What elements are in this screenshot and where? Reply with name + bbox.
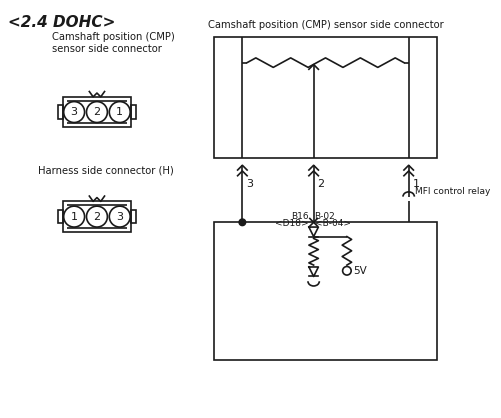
Circle shape bbox=[87, 102, 107, 122]
Text: 2: 2 bbox=[318, 178, 325, 189]
Circle shape bbox=[239, 219, 245, 226]
Text: 2: 2 bbox=[93, 212, 101, 222]
Bar bbox=[58, 105, 63, 119]
Text: Harness side connector (H): Harness side connector (H) bbox=[38, 165, 174, 175]
Circle shape bbox=[64, 102, 85, 122]
Bar bbox=[131, 105, 136, 119]
Bar bbox=[63, 201, 131, 232]
Bar bbox=[214, 37, 437, 158]
Circle shape bbox=[109, 102, 130, 122]
Text: MFI control relay: MFI control relay bbox=[415, 187, 490, 196]
Text: 5V: 5V bbox=[354, 266, 367, 276]
Bar bbox=[131, 210, 136, 223]
Text: B16: B16 bbox=[291, 212, 309, 222]
Text: 3: 3 bbox=[246, 178, 253, 189]
Circle shape bbox=[64, 206, 85, 227]
Text: <2.4 DOHC>: <2.4 DOHC> bbox=[8, 15, 115, 30]
Text: <B-04>: <B-04> bbox=[315, 219, 351, 228]
Text: 1: 1 bbox=[116, 107, 123, 117]
Circle shape bbox=[109, 206, 130, 227]
Text: 1: 1 bbox=[71, 212, 78, 222]
Text: Camshaft position (CMP) sensor side connector: Camshaft position (CMP) sensor side conn… bbox=[207, 20, 443, 30]
Text: B-02: B-02 bbox=[315, 212, 335, 222]
Text: 2: 2 bbox=[93, 107, 101, 117]
Circle shape bbox=[87, 206, 107, 227]
Text: 3: 3 bbox=[116, 212, 123, 222]
Bar bbox=[58, 210, 63, 223]
Text: <D18>: <D18> bbox=[275, 219, 309, 228]
Text: Camshaft position (CMP)
sensor side connector: Camshaft position (CMP) sensor side conn… bbox=[52, 32, 175, 54]
Bar bbox=[214, 222, 437, 360]
Bar bbox=[63, 97, 131, 127]
Text: 1: 1 bbox=[412, 178, 419, 189]
Text: 3: 3 bbox=[71, 107, 78, 117]
